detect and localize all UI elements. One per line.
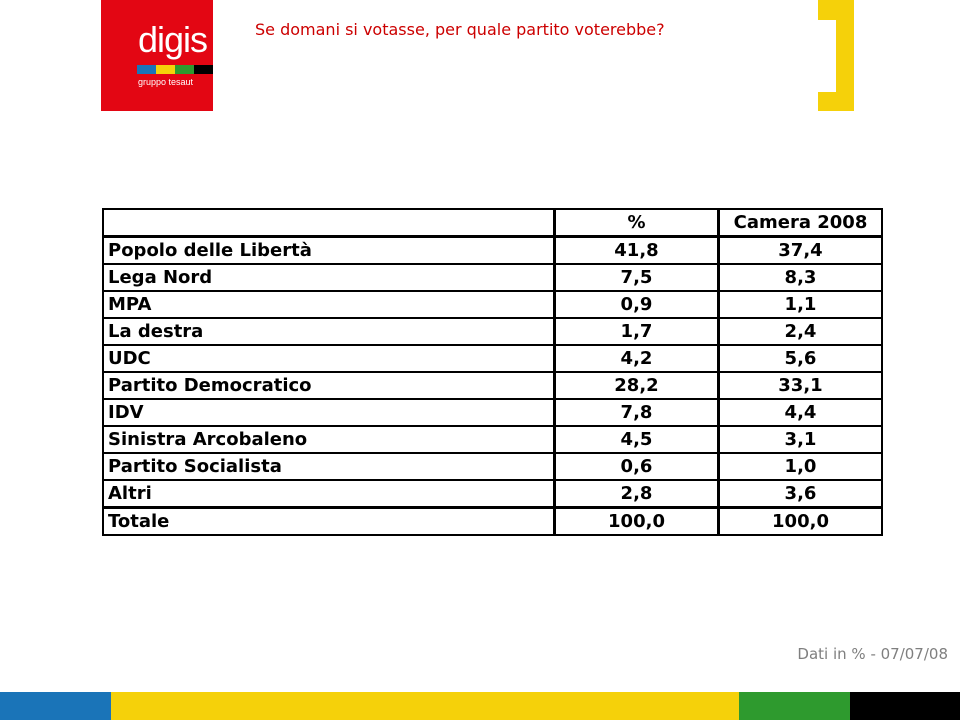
party-name: Lega Nord <box>102 263 556 292</box>
results-table: % Camera 2008 Popolo delle Libertà 41,8 … <box>102 208 883 536</box>
party-pct: 28,2 <box>553 371 720 400</box>
party-name: Sinistra Arcobaleno <box>102 425 556 454</box>
party-pct: 7,8 <box>553 398 720 427</box>
table-row: IDV 7,8 4,4 <box>102 398 883 427</box>
party-camera: 4,4 <box>717 398 883 427</box>
table-row: MPA 0,9 1,1 <box>102 290 883 319</box>
header-party <box>102 208 556 238</box>
table-row: Sinistra Arcobaleno 4,5 3,1 <box>102 425 883 454</box>
party-name: Popolo delle Libertà <box>102 235 556 265</box>
total-label: Totale <box>102 506 556 536</box>
party-pct: 41,8 <box>553 235 720 265</box>
party-camera: 33,1 <box>717 371 883 400</box>
band-segment-black <box>850 692 960 720</box>
party-name: IDV <box>102 398 556 427</box>
party-camera: 1,1 <box>717 290 883 319</box>
band-segment-yellow <box>111 692 739 720</box>
digis-logo: digis gruppo tesaut <box>101 0 213 111</box>
party-pct: 4,2 <box>553 344 720 373</box>
logo-stripe-blue <box>137 65 156 74</box>
header-camera: Camera 2008 <box>717 208 883 238</box>
table-row: Popolo delle Libertà 41,8 37,4 <box>102 235 883 265</box>
bracket-decoration-side <box>836 0 854 111</box>
total-camera: 100,0 <box>717 506 883 536</box>
party-camera: 5,6 <box>717 344 883 373</box>
party-name: Partito Socialista <box>102 452 556 481</box>
party-pct: 0,6 <box>553 452 720 481</box>
data-source-note: Dati in % - 07/07/08 <box>797 645 948 663</box>
party-camera: 3,1 <box>717 425 883 454</box>
party-name: La destra <box>102 317 556 346</box>
table-header-row: % Camera 2008 <box>102 208 883 238</box>
logo-stripe-yellow <box>156 65 175 74</box>
table-row: Lega Nord 7,5 8,3 <box>102 263 883 292</box>
party-pct: 0,9 <box>553 290 720 319</box>
logo-subtitle: gruppo tesaut <box>138 77 194 87</box>
table-row: UDC 4,2 5,6 <box>102 344 883 373</box>
party-name: UDC <box>102 344 556 373</box>
party-name: Altri <box>102 479 556 509</box>
party-pct: 2,8 <box>553 479 720 509</box>
table-total-row: Totale 100,0 100,0 <box>102 506 883 536</box>
party-camera: 3,6 <box>717 479 883 509</box>
total-pct: 100,0 <box>553 506 720 536</box>
table-row: Partito Democratico 28,2 33,1 <box>102 371 883 400</box>
party-pct: 4,5 <box>553 425 720 454</box>
party-camera: 2,4 <box>717 317 883 346</box>
logo-wordmark: digis <box>138 19 208 60</box>
logo-stripe-green <box>175 65 194 74</box>
band-segment-green <box>739 692 850 720</box>
header-pct: % <box>553 208 720 238</box>
party-pct: 1,7 <box>553 317 720 346</box>
logo-color-stripes <box>137 65 213 74</box>
table-row: La destra 1,7 2,4 <box>102 317 883 346</box>
logo-stripe-black <box>194 65 213 74</box>
bottom-color-band <box>0 692 960 720</box>
bracket-decoration-bottom <box>818 92 854 111</box>
party-camera: 8,3 <box>717 263 883 292</box>
band-segment-blue <box>0 692 111 720</box>
party-camera: 1,0 <box>717 452 883 481</box>
party-name: Partito Democratico <box>102 371 556 400</box>
party-camera: 37,4 <box>717 235 883 265</box>
survey-question: Se domani si votasse, per quale partito … <box>255 20 665 39</box>
party-pct: 7,5 <box>553 263 720 292</box>
table-row: Altri 2,8 3,6 <box>102 479 883 509</box>
table-row: Partito Socialista 0,6 1,0 <box>102 452 883 481</box>
party-name: MPA <box>102 290 556 319</box>
